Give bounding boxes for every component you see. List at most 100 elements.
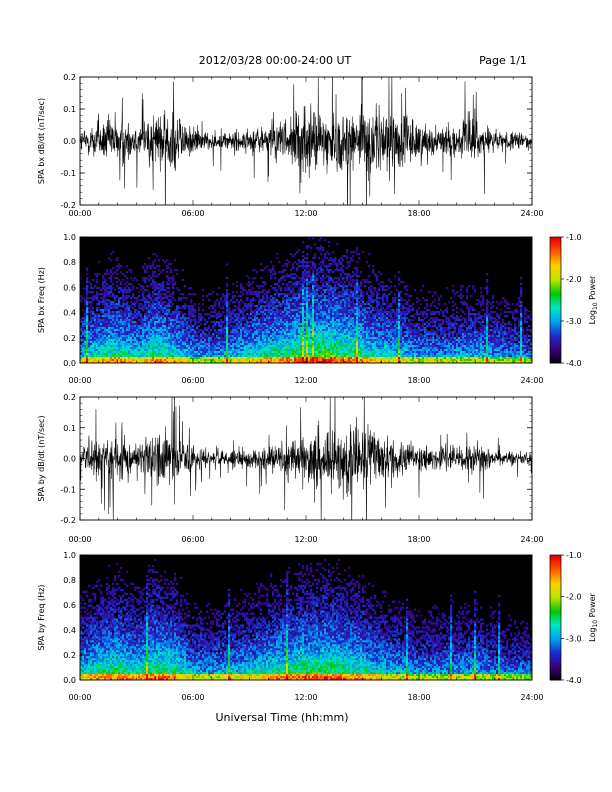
spectrogram-cell [138,329,141,332]
spectrogram-cell [186,335,189,338]
spectrogram-cell [122,313,125,316]
spectrogram-cell [292,349,295,352]
spectrogram-cell [226,299,229,302]
spectrogram-cell [106,321,109,324]
spectrogram-cell [296,361,299,364]
spectrogram-cell [164,333,167,336]
spectrogram-cell [244,351,247,354]
spectrogram-cell [276,325,279,328]
spectrogram-cell [174,329,177,332]
spectrogram-cell [306,331,309,334]
spectrogram-cell [326,295,329,298]
spectrogram-cell [340,317,343,320]
spectrogram-cell [132,293,135,296]
spectrogram-cell [188,305,191,308]
spectrogram-cell [220,319,223,322]
spectrogram-cell [190,305,193,308]
spectrogram-cell [138,337,141,340]
spectrogram-cell [276,311,279,314]
spectrogram-cell [242,307,245,310]
spectrogram-cell [220,355,223,358]
spectrogram-cell [306,341,309,344]
spectrogram-cell [318,349,321,352]
spectrogram-cell [156,323,159,326]
spectrogram-cell [154,327,157,330]
spectrogram-cell [338,343,341,346]
spectrogram-cell [340,285,343,288]
spectrogram-cell [246,341,249,344]
spectrogram-cell [186,333,189,336]
spectrogram-cell [276,331,279,334]
spectrogram-cell [102,313,105,316]
spectrogram-cell [118,297,121,300]
spectrogram-cell [172,279,175,282]
spectrogram-cell [252,345,255,348]
spectrogram-cell [108,273,111,276]
spectrogram-cell [140,313,143,316]
spectrogram-cell [184,355,187,358]
spectrogram-cell [246,343,249,346]
spectrogram-cell [120,337,123,340]
spectrogram-cell [304,305,307,308]
spectrogram-cell [306,359,309,362]
spectrogram-cell [232,309,235,312]
spectrogram-cell [180,353,183,356]
spectrogram-cell [292,301,295,304]
spectrogram-cell [174,325,177,328]
spectrogram-cell [350,291,353,294]
spectrogram-cell [172,345,175,348]
spectrogram-cell [208,359,211,362]
spectrogram-cell [112,351,115,354]
spectrogram-cell [198,309,201,312]
spectrogram-cell [132,285,135,288]
spectrogram-cell [244,343,247,346]
spectrogram-cell [146,353,149,356]
spectrogram-cell [136,287,139,290]
spectrogram-cell [94,353,97,356]
spectrogram-cell [106,345,109,348]
spectrogram-cell [286,301,289,304]
spectrogram-cell [320,323,323,326]
spectrogram-cell [298,313,301,316]
spectrogram-cell [338,303,341,306]
spectrogram-cell [258,353,261,356]
spectrogram-cell [166,267,169,270]
spectrogram-cell [162,309,165,312]
spectrogram-cell [134,323,137,326]
spectrogram-cell [168,361,171,364]
spectrogram-cell [310,267,313,270]
spectrogram-cell [170,281,173,284]
spectrogram-cell [108,353,111,356]
spectrogram-cell [182,297,185,300]
spectrogram-cell [120,325,123,328]
spectrogram-cell [298,359,301,362]
spectrogram-cell [140,289,143,292]
spectrogram-cell [292,255,295,258]
spectrogram-cell [336,359,339,362]
spectrogram-cell [190,345,193,348]
spectrogram-cell [312,325,315,328]
spectrogram-cell [84,313,87,316]
spectrogram-cell [318,275,321,278]
spectrogram-cell [300,347,303,350]
spectrogram-cell [264,337,267,340]
spectrogram-cell [290,337,293,340]
spectrogram-cell [344,343,347,346]
spectrogram-cell [290,351,293,354]
spectrogram-cell [218,349,221,352]
spectrogram-cell [126,341,129,344]
spectrogram-cell [306,355,309,358]
spectrogram-cell [98,353,101,356]
spectrogram-cell [320,321,323,324]
spectrogram-cell [188,355,191,358]
spectrogram-cell [104,299,107,302]
spectrogram-cell [322,309,325,312]
spectrogram-cell [132,307,135,310]
spectrogram-cell [276,289,279,292]
spectrogram-cell [276,307,279,310]
spectrogram-cell [246,329,249,332]
spectrogram-cell [140,351,143,354]
spectrogram-cell [312,277,315,280]
spectrogram-cell [160,321,163,324]
spectrogram-cell [318,257,321,260]
